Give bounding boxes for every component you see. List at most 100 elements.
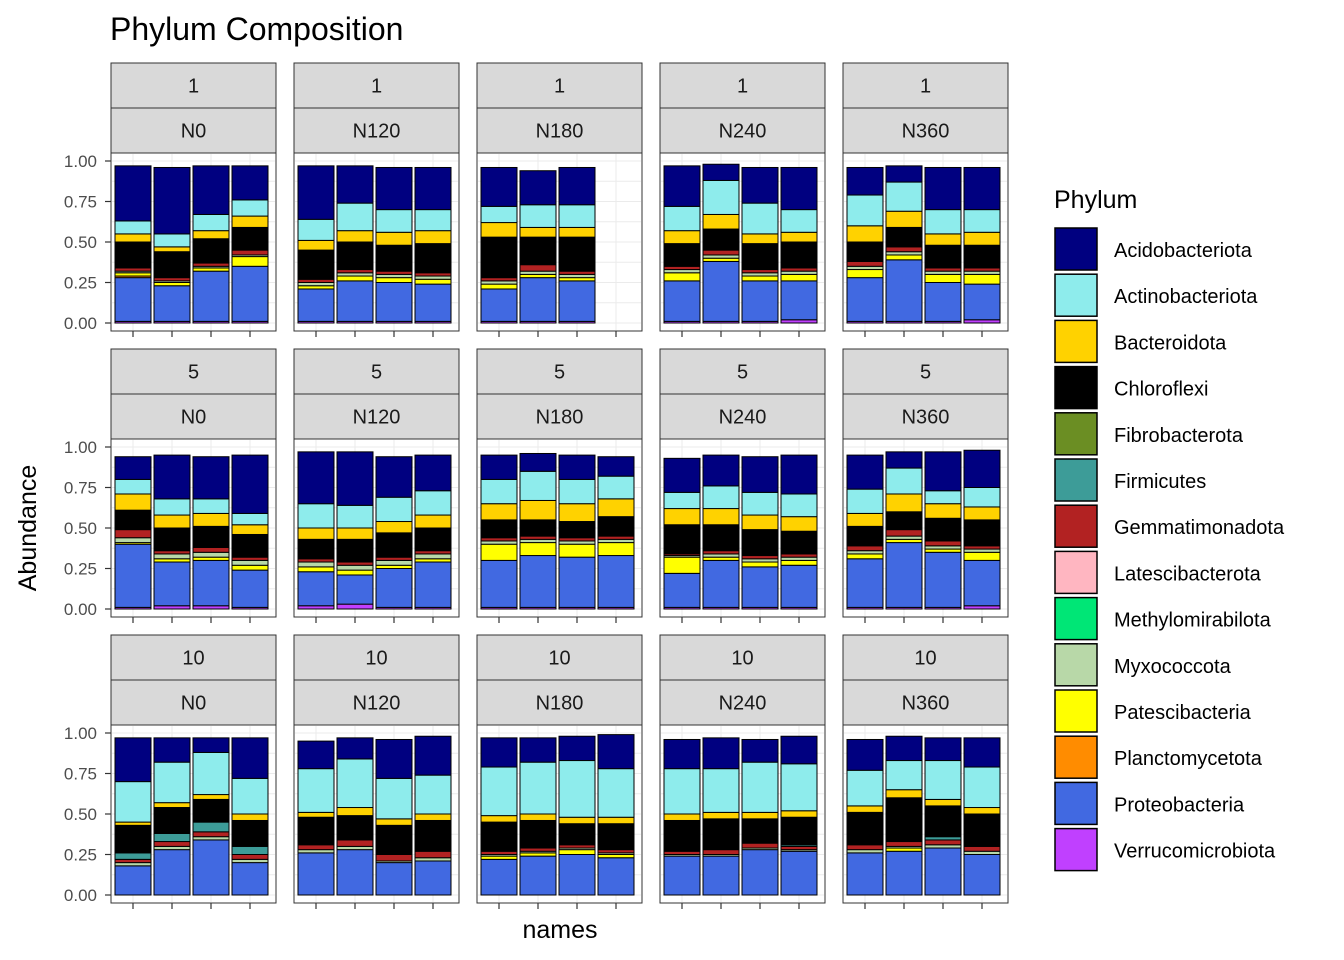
bar-segment-proteobacteria <box>780 850 818 896</box>
bar-segment-proteobacteria <box>663 855 701 896</box>
legend-key-bacteroidota <box>1054 319 1098 364</box>
bar-segment-acidobacteriota <box>963 166 1001 211</box>
bar-segment-chloroflexi <box>597 516 635 537</box>
bar-segment-gemmatimonadota <box>153 841 191 847</box>
bar-segment-chloroflexi <box>702 524 740 552</box>
bar-segment-gemmatimonadota <box>846 260 884 267</box>
x-axis-title: names <box>522 916 597 944</box>
bar-segment-actinobacteriota <box>114 220 152 235</box>
bar-segment-proteobacteria <box>558 854 596 896</box>
bar-segment-acidobacteriota <box>558 166 596 206</box>
legend-key-latescibacterota <box>1054 550 1098 595</box>
bar-segment-proteobacteria <box>663 572 701 608</box>
bar-segment-actinobacteriota <box>963 766 1001 809</box>
strip-col <box>293 107 460 154</box>
legend-key-fibrobacterota <box>1054 412 1098 456</box>
bar-segment-chloroflexi <box>519 236 557 266</box>
bar-segment-chloroflexi <box>192 238 230 264</box>
bar-segment-actinobacteriota <box>780 493 818 518</box>
strip-row <box>110 348 277 395</box>
bar-segment-actinobacteriota <box>597 768 635 818</box>
strip-col <box>293 393 460 440</box>
bar-segment-bacteroidota <box>924 798 962 807</box>
bar-segment-proteobacteria <box>885 542 923 608</box>
legend: Acidobacteriota Actinobacteriota Bacteroid… <box>1054 227 1285 872</box>
bar-segment-actinobacteriota <box>336 202 374 232</box>
strip-row-label: 1 <box>554 76 565 98</box>
bar-segment-bacteroidota <box>231 215 269 228</box>
bar-segment-proteobacteria <box>702 559 740 608</box>
bar-segment-acidobacteriota <box>663 165 701 207</box>
bar-segment-bacteroidota <box>153 246 191 253</box>
bar-segment-actinobacteriota <box>846 769 884 807</box>
bar-segment-actinobacteriota <box>336 758 374 809</box>
bar-segment-proteobacteria <box>153 561 191 607</box>
bar-segment-acidobacteriota <box>924 451 962 492</box>
bar-segment-gemmatimonadota <box>963 845 1001 852</box>
bar-segment-chloroflexi <box>192 798 230 823</box>
legend-label-myxococcota: Myxococcota <box>1114 656 1232 678</box>
bar-segment-gemmatimonadota <box>924 540 962 547</box>
panel-5-n240: 5 N240 <box>659 348 826 623</box>
bar-segment-proteobacteria <box>519 555 557 608</box>
bar-segment-bacteroidota <box>558 816 596 825</box>
bar-segment-actinobacteriota <box>192 213 230 232</box>
bar-segment-patescibacteria <box>297 566 335 573</box>
bar-segment-bacteroidota <box>702 508 740 526</box>
bar-segment-bacteroidota <box>597 816 635 825</box>
bar-segment-bacteroidota <box>702 811 740 820</box>
bar-segment-firmicutes <box>153 832 191 843</box>
bar-segment-bacteroidota <box>780 231 818 243</box>
bar-segment-acidobacteriota <box>702 737 740 770</box>
bar-segment-chloroflexi <box>336 538 374 563</box>
chart-title: Phylum Composition <box>110 11 403 47</box>
bar-segment-proteobacteria <box>414 561 452 608</box>
strip-row-label: 5 <box>920 362 931 384</box>
strip-col <box>842 679 1009 726</box>
bar-segment-bacteroidota <box>924 503 962 519</box>
bar-segment-myxococcota <box>336 564 374 571</box>
bar-segment-chloroflexi <box>375 532 413 558</box>
bar-segment-proteobacteria <box>336 280 374 322</box>
bar-segment-chloroflexi <box>114 241 152 269</box>
bar-segment-actinobacteriota <box>963 209 1001 233</box>
y-axis-title: Abundance <box>14 465 42 592</box>
bar-segment-acidobacteriota <box>297 740 335 770</box>
strip-col-label: N360 <box>902 121 950 143</box>
bar-segment-bacteroidota <box>963 807 1001 815</box>
bar-segment-actinobacteriota <box>480 766 518 817</box>
bar-segment-acidobacteriota <box>336 165 374 204</box>
strip-col <box>659 679 826 726</box>
bar-segment-acidobacteriota <box>414 735 452 776</box>
bar-segment-actinobacteriota <box>924 209 962 235</box>
legend-key-methylomirabilota <box>1054 596 1098 641</box>
bar-segment-actinobacteriota <box>414 209 452 232</box>
panel-10-n120: 10 N120 <box>293 634 460 909</box>
bar-segment-bacteroidota <box>480 815 518 823</box>
bar-segment-acidobacteriota <box>846 738 884 771</box>
legend-label-verrucomicrobiota: Verrucomicrobiota <box>1114 841 1276 863</box>
bar-segment-chloroflexi <box>114 824 152 854</box>
y-tick-label: 1.00 <box>64 438 97 457</box>
bar-segment-gemmatimonadota <box>231 249 269 256</box>
panel-10-n0: 10 N0 <box>110 634 277 909</box>
bar-segment-bacteroidota <box>663 508 701 526</box>
panel-1-n120: 1 N120 <box>293 62 460 337</box>
legend-key-gemmatimonadota <box>1054 504 1098 548</box>
bar-segment-proteobacteria <box>192 559 230 607</box>
bar-segment-proteobacteria <box>741 849 779 896</box>
bar-segment-acidobacteriota <box>114 737 152 783</box>
legend-label-methylomirabilota: Methylomirabilota <box>1114 610 1272 632</box>
bar-segment-gemmatimonadota <box>885 529 923 537</box>
bar-segment-acidobacteriota <box>741 166 779 204</box>
bar-segment-patescibacteria <box>519 542 557 557</box>
bar-segment-actinobacteriota <box>702 485 740 510</box>
strip-row-label: 10 <box>182 648 204 670</box>
bar-segment-gemmatimonadota <box>846 844 884 851</box>
bar-segment-chloroflexi <box>885 797 923 843</box>
strip-col-label: N240 <box>719 693 767 715</box>
bar-segment-proteobacteria <box>114 543 152 608</box>
bar-segment-acidobacteriota <box>192 456 230 500</box>
bar-segment-actinobacteriota <box>558 478 596 505</box>
